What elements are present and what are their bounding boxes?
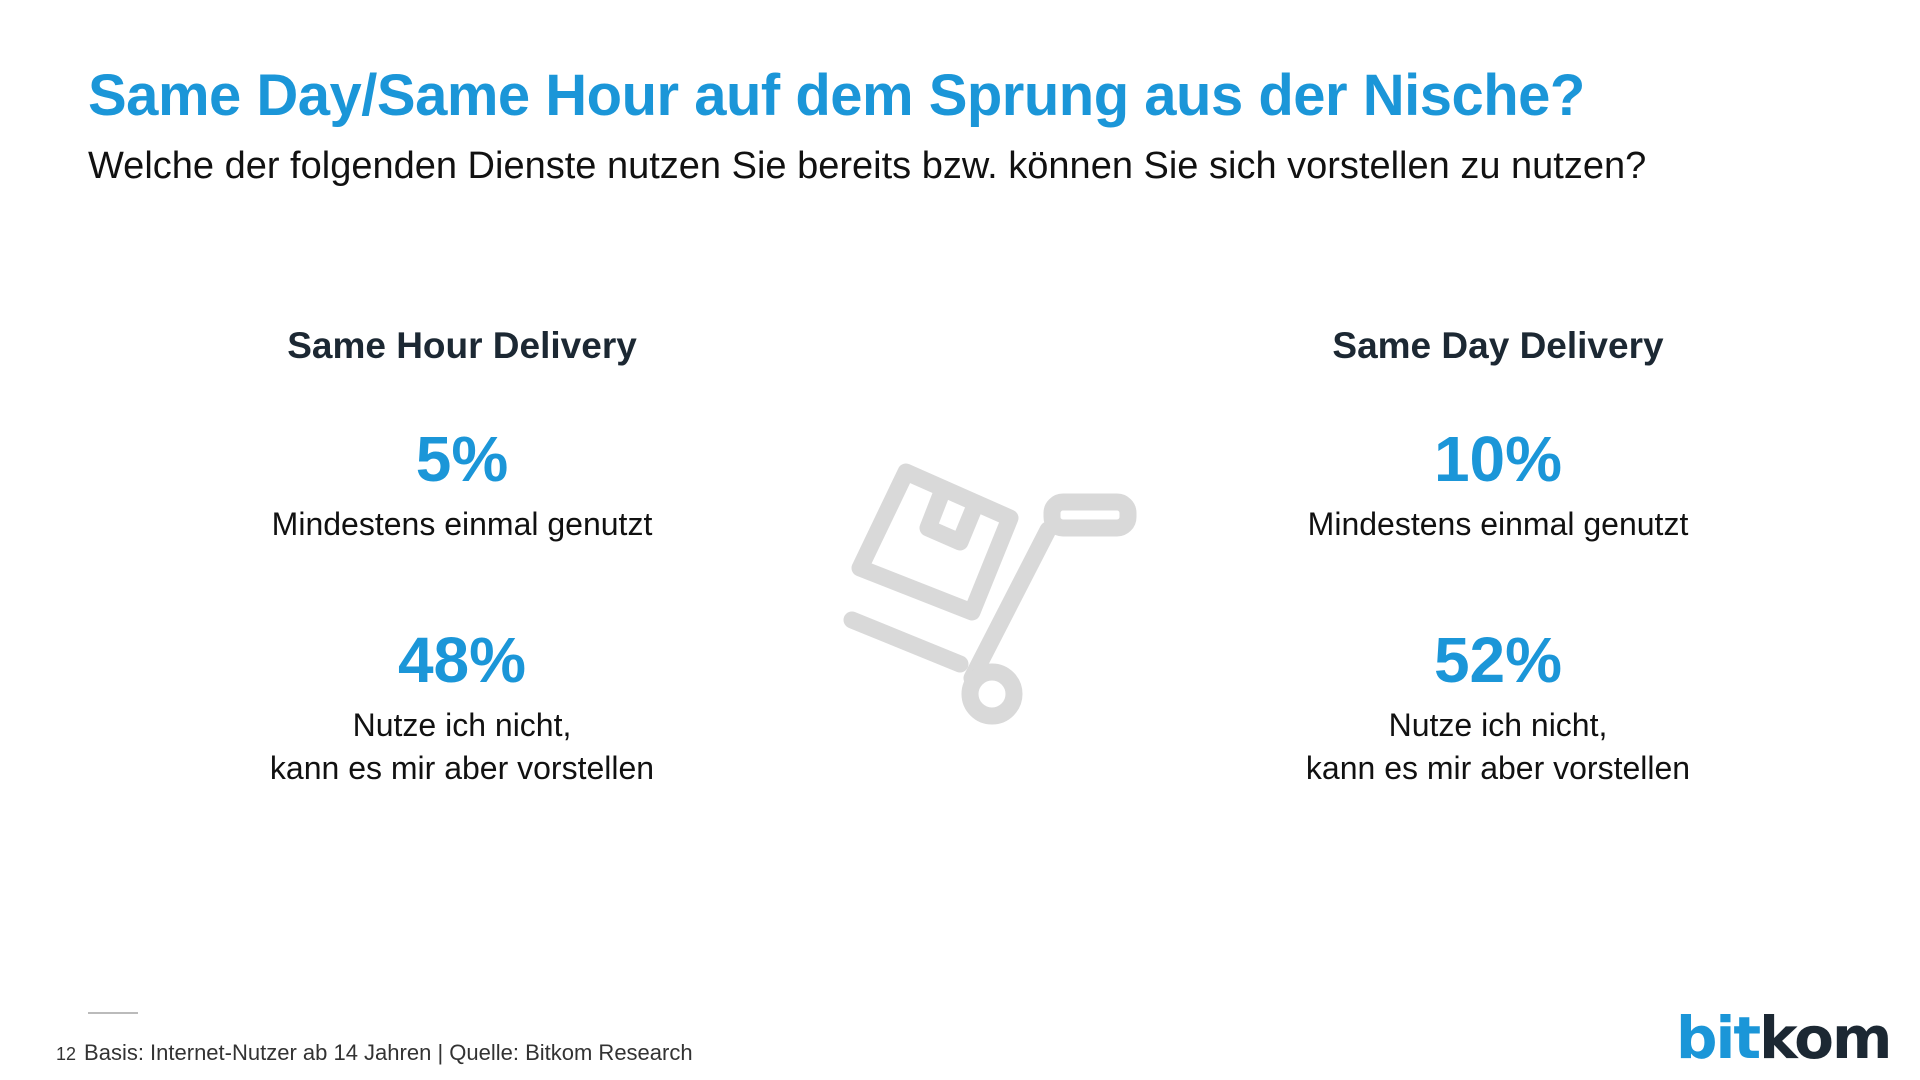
hand-truck-with-box-icon [843,463,1137,725]
logo-part-kom: kom [1759,1004,1892,1072]
same-day-imagine-label: Nutze ich nicht, kann es mir aber vorste… [1148,704,1848,790]
page-title: Same Day/Same Hour auf dem Sprung aus de… [88,63,1585,128]
bitkom-logo: bitkom [1676,1004,1892,1072]
page-number: 12 [56,1044,77,1064]
same-hour-title: Same Hour Delivery [287,325,637,366]
same-day-column: Same Day Delivery 10% Mindestens einmal … [1148,322,1848,790]
logo-part-bit: bit [1676,1004,1761,1072]
same-hour-imagine-label-line2: kann es mir aber vorstellen [269,750,655,786]
same-hour-used-label: Mindestens einmal genutzt [271,506,653,542]
footer-divider [88,1012,138,1014]
same-day-imagine-label-line1: Nutze ich nicht, [1388,707,1608,743]
same-hour-imagine-label: Nutze ich nicht, kann es mir aber vorste… [112,704,812,790]
same-day-imagine-value: 52% [1433,624,1563,696]
footer: 12 Basis: Internet-Nutzer ab 14 Jahren | … [56,1040,693,1066]
same-hour-column: Same Hour Delivery 5% Mindestens einmal … [112,322,812,790]
source-note: Basis: Internet-Nutzer ab 14 Jahren | Qu… [84,1040,693,1065]
same-hour-imagine-value: 48% [397,624,527,696]
same-hour-used-value: 5% [415,423,509,495]
same-hour-imagine-label-line1: Nutze ich nicht, [352,707,572,743]
same-day-title: Same Day Delivery [1332,325,1664,366]
page-subtitle: Welche der folgenden Dienste nutzen Sie … [88,145,1647,187]
same-day-used-value: 10% [1433,423,1563,495]
same-day-used-label: Mindestens einmal genutzt [1307,506,1689,542]
same-day-imagine-label-line2: kann es mir aber vorstellen [1305,750,1691,786]
